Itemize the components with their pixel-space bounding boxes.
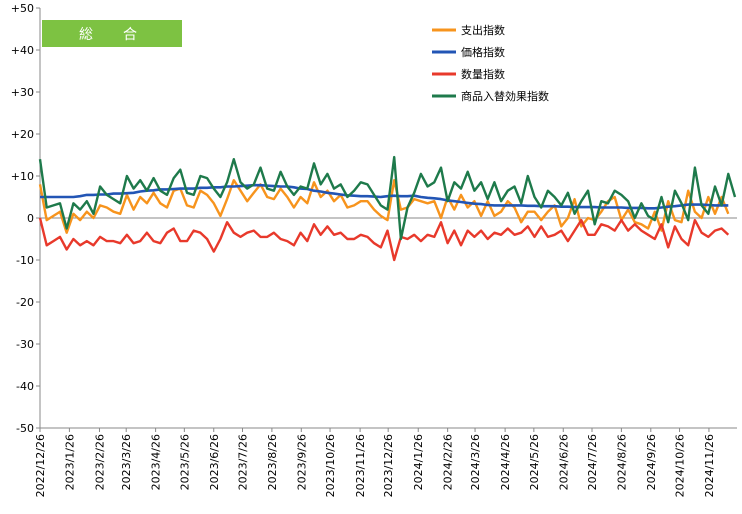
x-tick-label: 2024/8/26 bbox=[615, 434, 628, 490]
y-tick-label: -10 bbox=[16, 254, 34, 267]
x-tick-label: 2023/1/26 bbox=[63, 434, 76, 490]
x-tick-label: 2023/12/26 bbox=[382, 434, 395, 497]
y-tick-label: -40 bbox=[16, 380, 34, 393]
series-line-3 bbox=[38, 155, 737, 241]
x-tick-label: 2024/5/26 bbox=[528, 434, 541, 490]
x-tick-label: 2023/11/26 bbox=[354, 434, 367, 497]
legend-label-2: 数量指数 bbox=[461, 67, 505, 81]
y-tick-label: -20 bbox=[16, 296, 34, 309]
x-tick-label: 2023/6/26 bbox=[208, 434, 221, 490]
x-tick-label: 2024/2/26 bbox=[442, 434, 455, 490]
y-tick-label: +10 bbox=[11, 170, 34, 183]
x-tick-label: 2023/8/26 bbox=[266, 434, 279, 490]
series-line-0 bbox=[38, 178, 730, 234]
x-tick-label: 2023/5/26 bbox=[178, 434, 191, 490]
x-tick-label: 2024/11/26 bbox=[703, 434, 716, 497]
x-tick-label: 2022/12/26 bbox=[34, 434, 47, 497]
y-tick-label: -50 bbox=[16, 422, 34, 435]
y-tick-label: -30 bbox=[16, 338, 34, 351]
x-tick-label: 2024/1/26 bbox=[412, 434, 425, 490]
series-line-2 bbox=[38, 217, 730, 262]
x-tick-label: 2024/6/26 bbox=[557, 434, 570, 490]
series-line-1 bbox=[40, 183, 729, 210]
x-tick-label: 2023/3/26 bbox=[120, 434, 133, 490]
chart-badge-label: 総 合 bbox=[79, 27, 145, 43]
y-tick-label: +50 bbox=[11, 2, 34, 15]
x-tick-label: 2024/7/26 bbox=[586, 434, 599, 490]
legend-label-0: 支出指数 bbox=[461, 23, 505, 37]
legend-label-3: 商品入替効果指数 bbox=[461, 89, 549, 103]
x-tick-label: 2023/9/26 bbox=[295, 434, 308, 490]
x-tick-label: 2023/2/26 bbox=[93, 434, 106, 490]
y-tick-label: +40 bbox=[11, 44, 34, 57]
x-tick-label: 2024/10/26 bbox=[674, 434, 687, 497]
x-tick-label: 2023/10/26 bbox=[324, 434, 337, 497]
y-tick-label: +30 bbox=[11, 86, 34, 99]
chart-badge bbox=[42, 20, 182, 47]
x-tick-label: 2023/4/26 bbox=[150, 434, 163, 490]
x-tick-label: 2024/9/26 bbox=[645, 434, 658, 490]
x-tick-label: 2023/7/26 bbox=[236, 434, 249, 490]
x-tick-label: 2024/4/26 bbox=[499, 434, 512, 490]
y-tick-label: 0 bbox=[27, 212, 34, 225]
y-tick-label: +20 bbox=[11, 128, 34, 141]
x-tick-label: 2024/3/26 bbox=[469, 434, 482, 490]
legend-label-1: 価格指数 bbox=[461, 45, 505, 59]
